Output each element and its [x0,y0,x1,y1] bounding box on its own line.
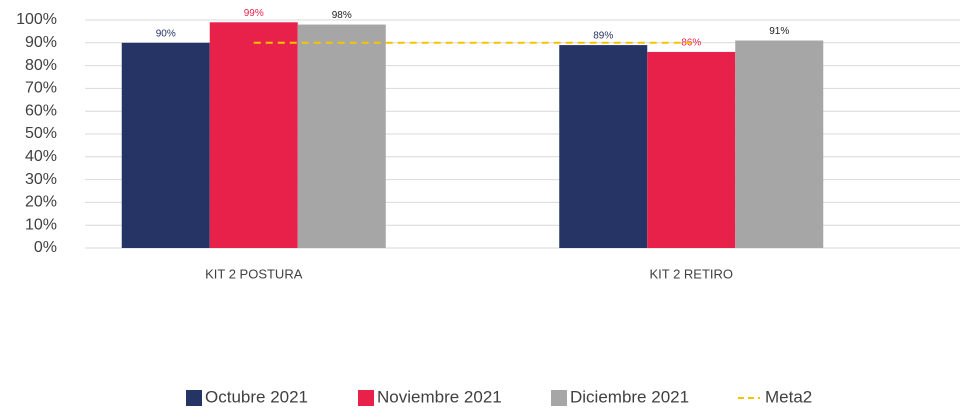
x-tick-label: KIT 2 POSTURA [205,266,303,281]
value-label: 98% [332,10,352,21]
y-tick-label: 50% [25,125,57,142]
legend-label: Octubre 2021 [205,387,308,406]
bar [647,51,736,248]
value-label: 99% [244,8,264,19]
y-tick-label: 0% [34,239,57,256]
y-tick-label: 30% [25,171,57,188]
legend-swatch [358,390,374,406]
bar [121,42,210,248]
bar [559,45,648,248]
bar [209,22,298,249]
legend-label: Meta2 [765,387,812,406]
x-tick-label: KIT 2 RETIRO [649,266,733,281]
y-tick-label: 80% [25,57,57,74]
bar [735,40,824,248]
legend-swatch [186,390,202,406]
y-tick-label: 10% [25,216,57,233]
y-tick-label: 40% [25,148,57,165]
bar [297,24,386,249]
y-tick-label: 90% [25,34,57,51]
y-tick-label: 100% [16,11,57,28]
y-tick-label: 70% [25,80,57,97]
y-tick-label: 20% [25,194,57,211]
value-label: 91% [769,26,789,37]
value-label: 90% [156,28,176,39]
y-tick-label: 60% [25,102,57,119]
value-label: 89% [593,31,613,42]
legend-label: Diciembre 2021 [570,387,689,406]
legend-swatch [551,390,567,406]
value-label: 86% [681,38,701,49]
legend-label: Noviembre 2021 [377,387,502,406]
